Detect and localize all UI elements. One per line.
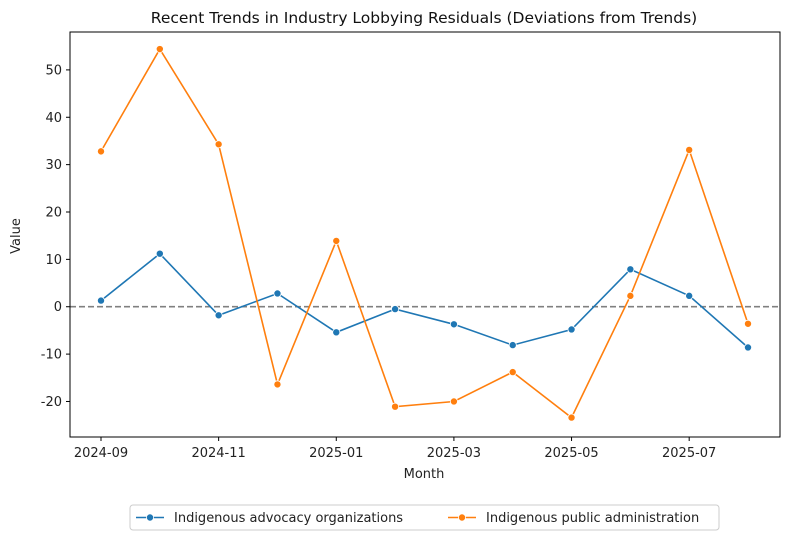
legend-box	[129, 504, 720, 531]
series-2-point	[508, 368, 517, 377]
series-2-point	[273, 380, 282, 389]
plot-frame	[69, 31, 781, 438]
series-2-point	[97, 147, 106, 156]
y-tick-label: 0	[54, 300, 62, 315]
x-tick-label: 2024-09	[74, 446, 128, 461]
series-2-point	[626, 291, 635, 300]
legend-marker-2	[457, 513, 466, 522]
y-tick-label: 50	[45, 63, 62, 78]
series-1-point	[567, 325, 576, 334]
x-tick-label: 2024-11	[191, 446, 245, 461]
legend-label-1: Indigenous advocacy organizations	[174, 511, 403, 526]
x-tick-label: 2025-07	[662, 446, 716, 461]
y-axis-label: Value	[9, 218, 24, 254]
series-1-point	[97, 296, 106, 305]
x-tick-label: 2025-01	[309, 446, 363, 461]
series-1-point	[449, 320, 458, 329]
y-tick-label: 30	[45, 158, 62, 173]
series-1-point	[626, 265, 635, 274]
legend: Indigenous advocacy organizations Indigen…	[129, 504, 720, 531]
y-tick-label: 20	[45, 206, 62, 221]
series-1-point	[273, 289, 282, 298]
series-1-point	[391, 305, 400, 314]
series-2-point	[567, 413, 576, 422]
legend-label-2: Indigenous public administration	[486, 511, 699, 526]
legend-marker-1	[145, 513, 154, 522]
series-2-point	[449, 397, 458, 406]
y-tick-label: 10	[45, 253, 62, 268]
y-tick-label: -10	[41, 348, 62, 363]
chart-title: Recent Trends in Industry Lobbying Resid…	[151, 9, 697, 27]
series-line-2	[100, 47, 749, 419]
series-2-point	[744, 319, 753, 328]
series-1-point	[508, 341, 517, 350]
x-tick-label: 2025-05	[544, 446, 598, 461]
series-line-1	[100, 252, 749, 349]
series-2-point	[391, 402, 400, 411]
series-1-point	[332, 328, 341, 337]
x-tick-label: 2025-03	[427, 446, 481, 461]
series-1-point	[685, 291, 694, 300]
y-tick-label: -20	[41, 395, 62, 410]
series-1-point	[155, 249, 164, 258]
y-tick-label: 40	[45, 111, 62, 126]
series-2-point	[332, 236, 341, 245]
x-axis-label: Month	[404, 467, 445, 482]
series-2-point	[685, 145, 694, 154]
series-2-point	[155, 45, 164, 54]
series-1-point	[744, 343, 753, 352]
series-1-point	[214, 311, 223, 320]
series-2-point	[214, 140, 223, 149]
